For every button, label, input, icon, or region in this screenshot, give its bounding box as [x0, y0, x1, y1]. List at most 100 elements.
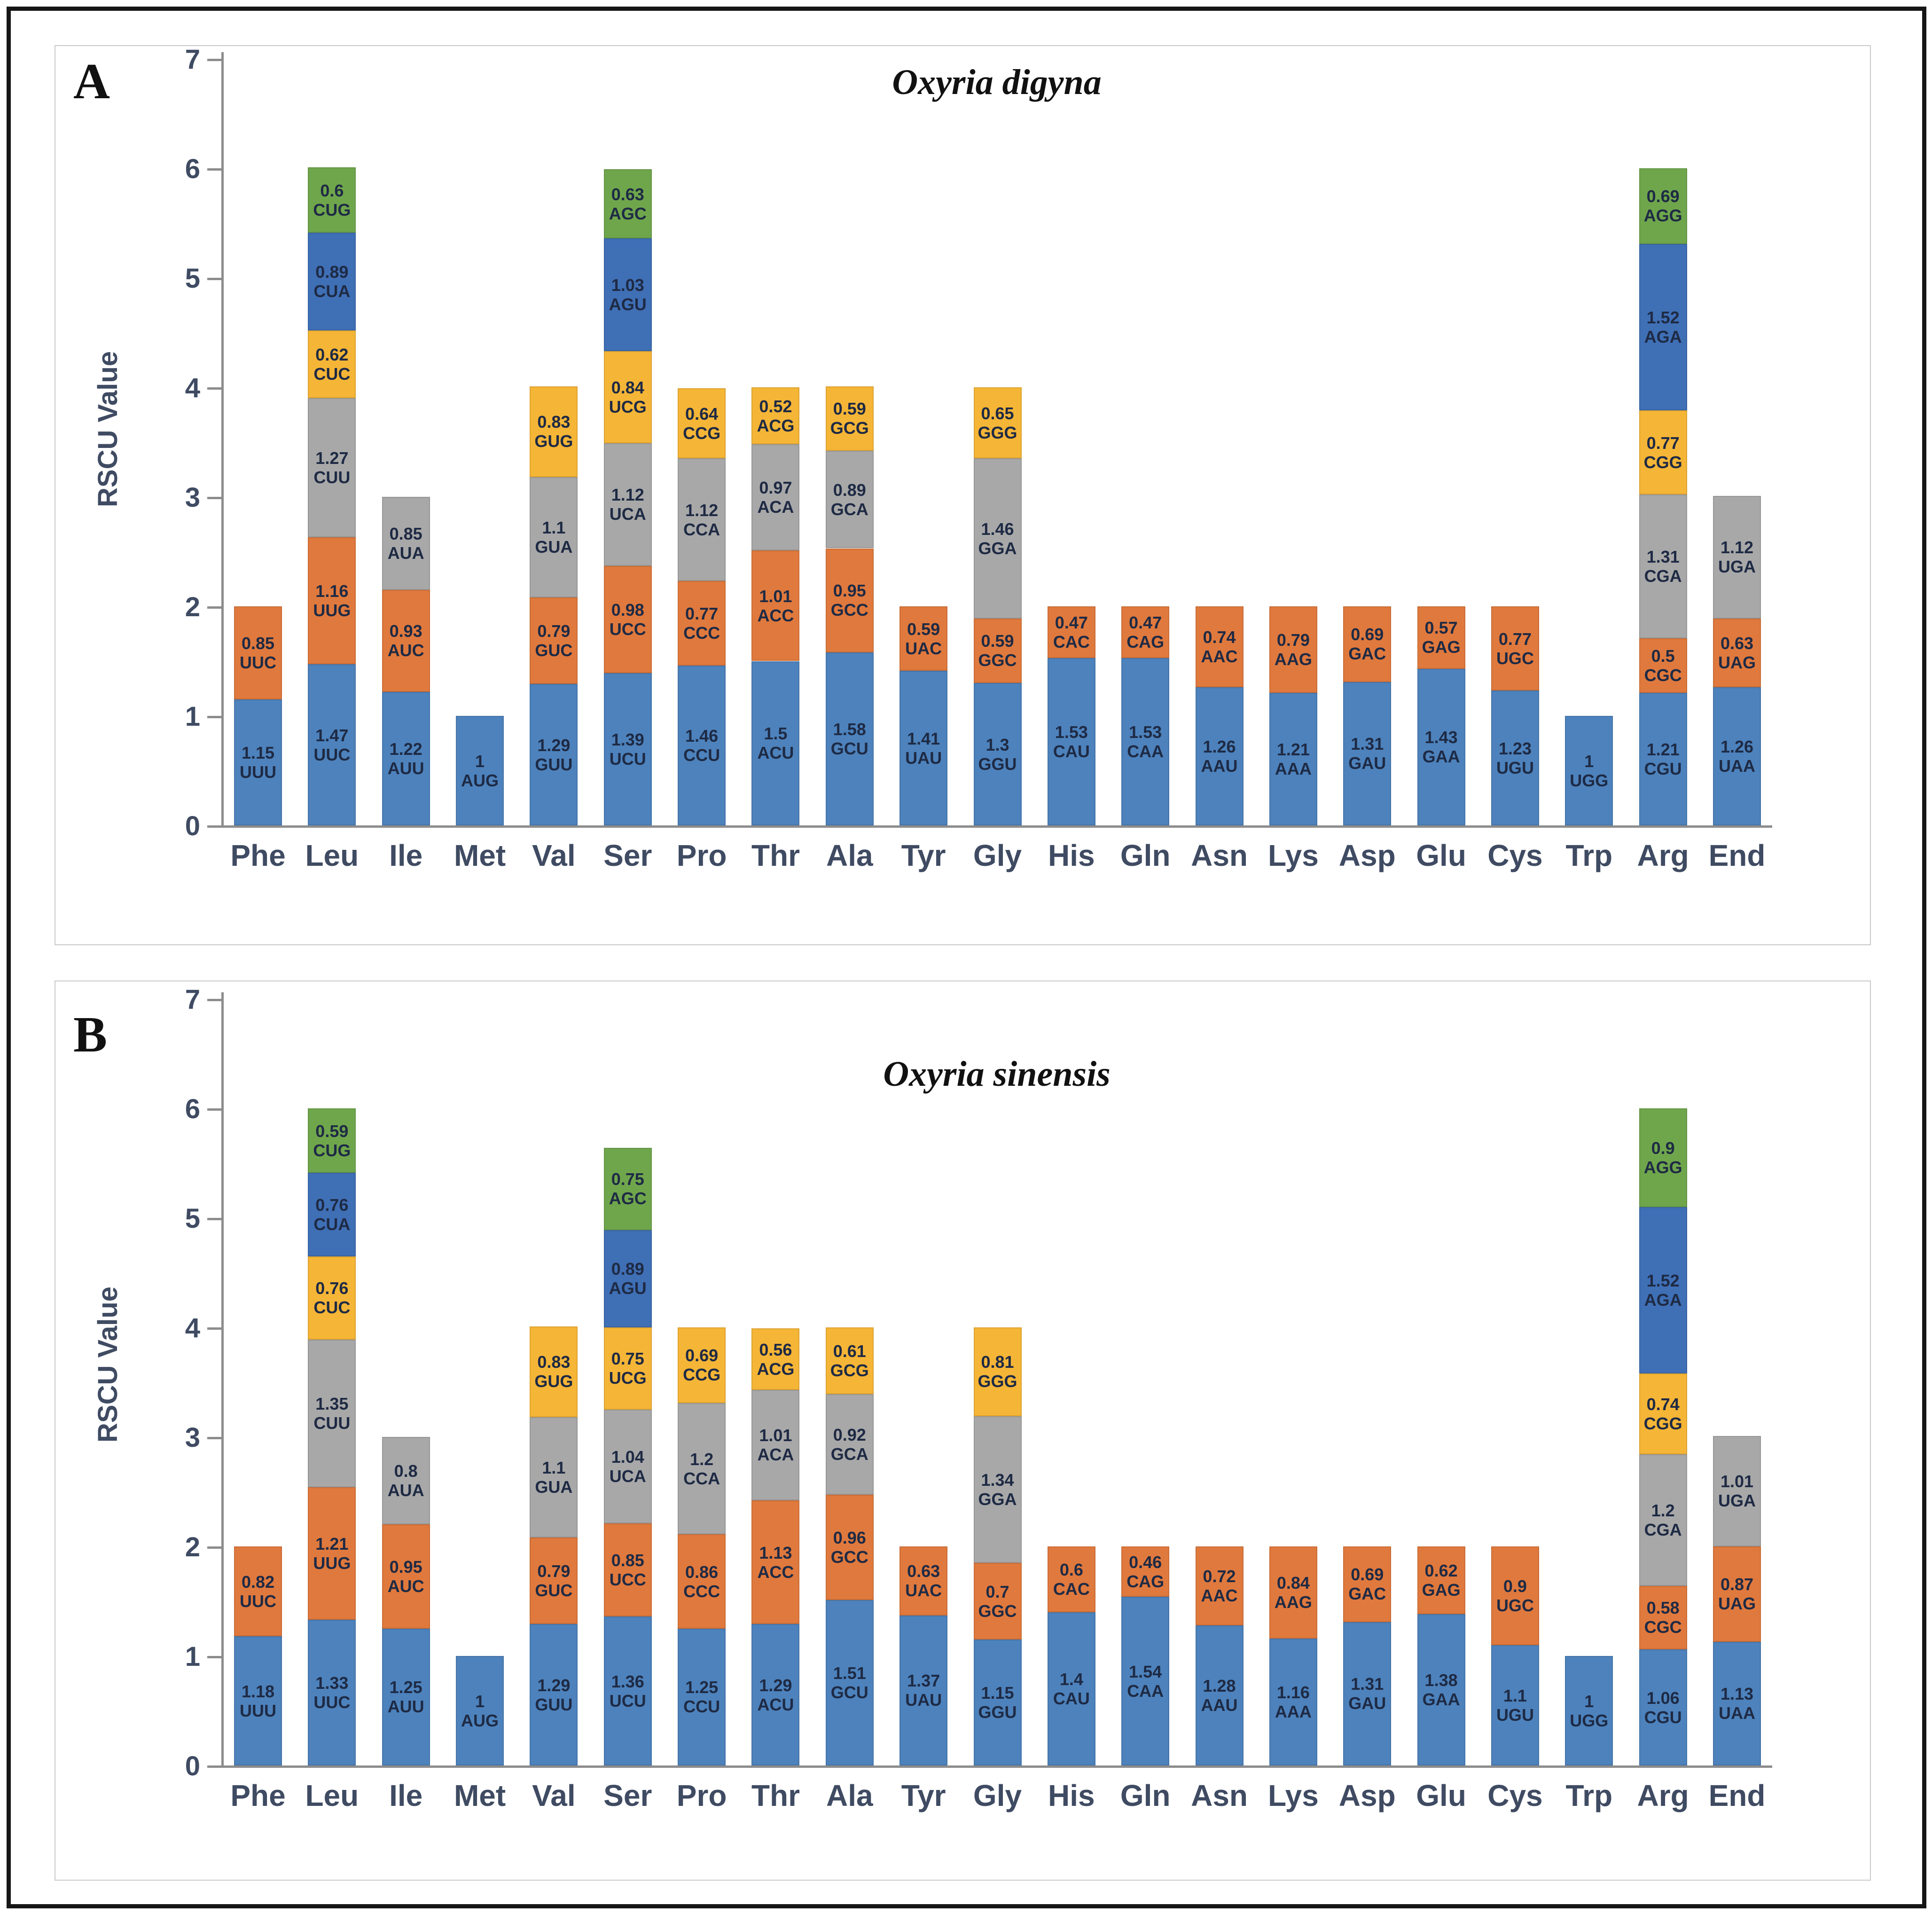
segment-label-Ser-UCU: 1.39 UCU [609, 730, 646, 769]
segment-label-Val-GUC: 0.79 GUC [535, 1561, 573, 1600]
bar-segment-Val-GUC [530, 1537, 578, 1624]
x-category-label-Glu: Glu [1416, 839, 1466, 872]
segment-label-Gly-GGU: 1.15 GGU [978, 1683, 1017, 1722]
x-category-label-Asp: Asp [1338, 839, 1396, 872]
bar-segment-Ile-AUA [382, 1437, 430, 1525]
segment-label-Leu-CUC: 0.76 CUC [313, 1279, 351, 1318]
segment-label-Asp-GAC: 0.69 GAC [1348, 625, 1386, 664]
bar-segment-Lys-AAG [1269, 1546, 1317, 1639]
segment-label-Ile-AUU: 1.22 AUU [387, 739, 424, 778]
x-category-label-Arg: Arg [1637, 1779, 1689, 1812]
segment-label-Cys-UGU: 1.1 UGU [1496, 1686, 1534, 1725]
bar-segment-Gln-CAA [1121, 658, 1170, 825]
y-tick-mark [207, 168, 221, 171]
segment-label-Tyr-UAU: 1.41 UAU [905, 729, 942, 768]
bar-segment-Arg-CGU [1639, 1649, 1687, 1765]
y-tick-label: 6 [185, 1094, 200, 1124]
x-category-label-Val: Val [532, 839, 576, 872]
segment-label-Arg-AGA: 1.52 AGA [1644, 1271, 1682, 1310]
bar-segment-Arg-CGG [1639, 410, 1687, 495]
x-category-label-Met: Met [454, 839, 506, 872]
bar-segment-Met-AUG [456, 716, 504, 825]
bar-segment-Thr-ACC [751, 550, 800, 661]
x-category-label-Gln: Gln [1120, 1779, 1171, 1812]
bar-segment-Thr-ACU [751, 661, 800, 825]
segment-label-Ala-GCG: 0.59 GCG [830, 399, 869, 438]
segment-label-Gln-CAG: 0.46 CAG [1126, 1552, 1165, 1591]
bar-segment-Arg-AGG [1639, 1108, 1687, 1207]
x-category-label-Val: Val [532, 1779, 576, 1812]
bar-segment-His-CAU [1047, 1612, 1095, 1765]
segment-label-Leu-UUC: 1.33 UUC [313, 1673, 351, 1712]
x-category-label-Gln: Gln [1120, 839, 1171, 872]
bar-segment-Ile-AUC [382, 1524, 430, 1629]
bar-segment-Ser-UCC [603, 1523, 652, 1617]
bar-segment-Cys-UGU [1491, 1645, 1539, 1765]
bar-segment-Val-GUC [530, 597, 578, 684]
bar-segment-Phe-UUU [234, 699, 282, 825]
x-category-label-Cys: Cys [1487, 1779, 1543, 1812]
segment-label-Ala-GCG: 0.61 GCG [830, 1341, 869, 1381]
bar-segment-Arg-CGC [1639, 1585, 1687, 1649]
segment-label-Arg-CGC: 0.5 CGC [1644, 646, 1682, 685]
x-axis-line [221, 1765, 1772, 1768]
segment-label-Glu-GAG: 0.62 GAG [1422, 1561, 1461, 1600]
bar-segment-Trp-UGG [1565, 716, 1613, 825]
y-tick-mark [207, 1108, 221, 1111]
x-category-label-Leu: Leu [305, 1779, 359, 1812]
segment-label-Ile-AUC: 0.95 AUC [387, 1557, 424, 1596]
y-tick-mark [207, 716, 221, 718]
segment-label-Ser-UCC: 0.98 UCC [609, 600, 646, 639]
segment-label-Tyr-UAC: 0.63 UAC [905, 1561, 942, 1600]
x-category-label-Cys: Cys [1487, 839, 1543, 872]
segment-label-Ser-UCG: 0.75 UCG [609, 1349, 647, 1388]
segment-label-End-UAG: 0.87 UAG [1718, 1575, 1756, 1614]
y-tick-label: 4 [185, 1313, 200, 1343]
bar-segment-Ser-UCA [603, 443, 652, 566]
bar-segment-Lys-AAA [1269, 1638, 1317, 1765]
segment-label-Leu-CUC: 0.62 CUC [313, 345, 351, 384]
segment-label-Glu-GAG: 0.57 GAG [1422, 618, 1461, 657]
y-tick-mark [207, 387, 221, 390]
segment-label-Gly-GGA: 1.34 GGA [978, 1470, 1017, 1509]
panel-a: A Oxyria digyna RSCU Value 0 1 2 3 4 5 6 7 1.15 U… [55, 45, 1871, 945]
segment-label-Tyr-UAU: 1.37 UAU [905, 1671, 942, 1710]
segment-label-Val-GUA: 1.1 GUA [535, 1458, 573, 1497]
segment-label-Thr-ACA: 1.01 ACA [757, 1426, 794, 1465]
y-tick-label: 7 [185, 45, 200, 75]
bar-segment-Leu-CUC [308, 1256, 356, 1340]
segment-label-Val-GUA: 1.1 GUA [535, 518, 573, 557]
segment-label-Tyr-UAC: 0.59 UAC [905, 619, 942, 658]
bar-segment-Pro-CCA [678, 1403, 726, 1535]
segment-label-His-CAC: 0.47 CAC [1053, 612, 1090, 651]
bar-segment-Leu-UUC [308, 664, 356, 825]
segment-label-Ser-UCA: 1.12 UCA [609, 485, 646, 524]
segment-label-Ile-AUA: 0.85 AUA [387, 524, 424, 563]
bar-segment-Asn-AAC [1195, 1546, 1244, 1625]
bar-segment-Ser-UCC [603, 565, 652, 674]
segment-label-Arg-CGC: 0.58 CGC [1644, 1598, 1682, 1637]
segment-label-Gly-GGG: 0.65 GGG [978, 403, 1017, 442]
x-category-label-Ile: Ile [389, 1779, 423, 1812]
x-category-label-Thr: Thr [751, 839, 800, 872]
x-category-label-Ile: Ile [389, 839, 423, 872]
segment-label-Gly-GGC: 0.59 GGC [978, 631, 1017, 670]
x-category-label-His: His [1048, 839, 1095, 872]
y-tick-mark [207, 999, 221, 1001]
segment-label-Arg-AGG: 0.69 AGG [1643, 187, 1682, 226]
x-category-label-Pro: Pro [676, 1779, 727, 1812]
x-category-label-End: End [1708, 839, 1766, 872]
y-tick-mark [207, 1218, 221, 1220]
segment-label-Gly-GGG: 0.81 GGG [978, 1352, 1017, 1391]
segment-label-Lys-AAG: 0.79 AAG [1274, 630, 1312, 669]
bar-segment-Gly-GGA [973, 1416, 1022, 1563]
y-axis-line [221, 52, 224, 828]
segment-label-End-UGA: 1.01 UGA [1718, 1472, 1756, 1511]
bar-segment-Leu-UUG [308, 537, 356, 665]
segment-label-End-UAG: 0.63 UAG [1718, 634, 1756, 673]
bar-segment-Arg-CGC [1639, 638, 1687, 693]
y-tick-mark [207, 1437, 221, 1439]
bar-segment-Ser-UCA [603, 1409, 652, 1524]
bar-segment-Arg-CGA [1639, 494, 1687, 638]
bar-segment-Ala-GCC [825, 548, 874, 652]
